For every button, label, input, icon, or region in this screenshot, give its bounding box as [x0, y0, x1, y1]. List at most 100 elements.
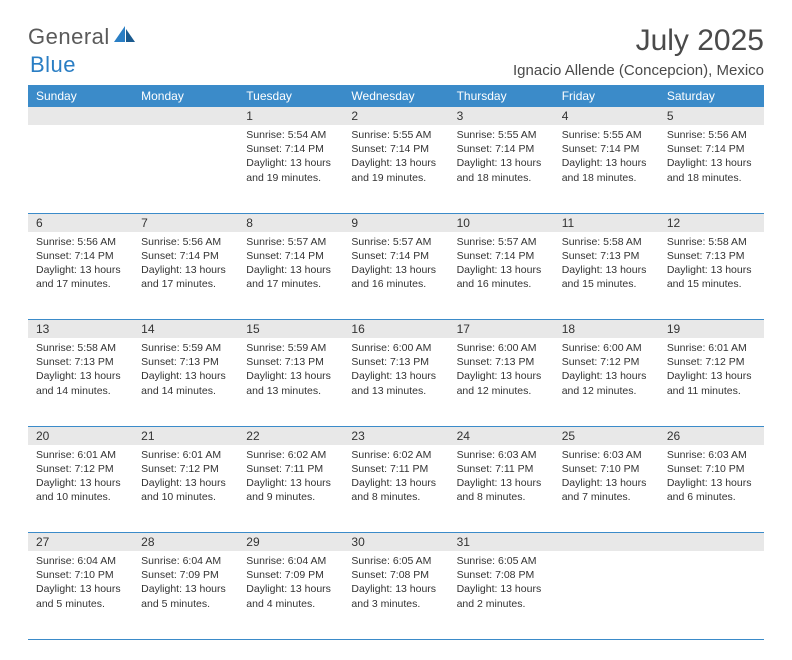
sunset-text: Sunset: 7:11 PM: [351, 462, 440, 476]
day-cell: Sunrise: 5:55 AMSunset: 7:14 PMDaylight:…: [554, 125, 659, 213]
day-number: 22: [246, 429, 259, 443]
logo: General: [28, 24, 138, 50]
sunrise-text: Sunrise: 6:01 AM: [141, 448, 230, 462]
sunset-text: Sunset: 7:12 PM: [562, 355, 651, 369]
sunset-text: Sunset: 7:08 PM: [457, 568, 546, 582]
daylight-text: Daylight: 13 hours and 12 minutes.: [562, 369, 651, 397]
sunrise-text: Sunrise: 5:58 AM: [667, 235, 756, 249]
weekday-header: Sunday: [28, 85, 133, 107]
day-cell: Sunrise: 6:00 AMSunset: 7:13 PMDaylight:…: [449, 338, 554, 426]
day-cell: Sunrise: 6:03 AMSunset: 7:10 PMDaylight:…: [554, 445, 659, 533]
sunset-text: Sunset: 7:13 PM: [351, 355, 440, 369]
day-number-cell: 12: [659, 213, 764, 232]
day-cell: Sunrise: 6:03 AMSunset: 7:11 PMDaylight:…: [449, 445, 554, 533]
day-number: 12: [667, 216, 680, 230]
day-number-cell: 15: [238, 320, 343, 339]
sunset-text: Sunset: 7:11 PM: [246, 462, 335, 476]
sunset-text: Sunset: 7:11 PM: [457, 462, 546, 476]
daylight-text: Daylight: 13 hours and 14 minutes.: [141, 369, 230, 397]
daylight-text: Daylight: 13 hours and 11 minutes.: [667, 369, 756, 397]
sunset-text: Sunset: 7:12 PM: [36, 462, 125, 476]
day-number-cell: 11: [554, 213, 659, 232]
logo-text-general: General: [28, 24, 110, 50]
sunrise-text: Sunrise: 6:00 AM: [562, 341, 651, 355]
sunrise-text: Sunrise: 6:00 AM: [457, 341, 546, 355]
sunrise-text: Sunrise: 5:57 AM: [246, 235, 335, 249]
day-cell: Sunrise: 5:58 AMSunset: 7:13 PMDaylight:…: [659, 232, 764, 320]
daylight-text: Daylight: 13 hours and 19 minutes.: [246, 156, 335, 184]
day-number: 1: [246, 109, 253, 123]
sunrise-text: Sunrise: 5:54 AM: [246, 128, 335, 142]
weekday-header: Monday: [133, 85, 238, 107]
daylight-text: Daylight: 13 hours and 15 minutes.: [667, 263, 756, 291]
sunset-text: Sunset: 7:14 PM: [562, 142, 651, 156]
week-row: Sunrise: 6:01 AM Sunset: 7:12 PM Daylight:…: [28, 445, 764, 533]
daylight-text: Daylight: 13 hours and 13 minutes.: [246, 369, 335, 397]
day-number-cell: [28, 107, 133, 125]
sunset-text: Sunset: 7:14 PM: [457, 142, 546, 156]
weekday-header-row: Sunday Monday Tuesday Wednesday Thursday…: [28, 85, 764, 107]
day-number-cell: 2: [343, 107, 448, 125]
sunrise-text: Sunrise: 5:55 AM: [562, 128, 651, 142]
day-number-row: 13141516171819: [28, 320, 764, 339]
day-number: 30: [351, 535, 364, 549]
day-number-cell: 13: [28, 320, 133, 339]
day-number-cell: 30: [343, 533, 448, 552]
logo-text-blue: Blue: [30, 52, 76, 78]
day-cell: Sunrise: 5:58 AMSunset: 7:13 PMDaylight:…: [554, 232, 659, 320]
day-number: 17: [457, 322, 470, 336]
header: General July 2025 Ignacio Allende (Conce…: [28, 24, 764, 79]
day-number: 14: [141, 322, 154, 336]
day-number-cell: 20: [28, 426, 133, 445]
sunset-text: Sunset: 7:08 PM: [351, 568, 440, 582]
week-row: Sunrise: 5:58 AMSunset: 7:13 PMDaylight:…: [28, 338, 764, 426]
sunset-text: Sunset: 7:13 PM: [562, 249, 651, 263]
day-number-cell: 18: [554, 320, 659, 339]
weekday-header: Tuesday: [238, 85, 343, 107]
day-number: 25: [562, 429, 575, 443]
day-number-cell: 3: [449, 107, 554, 125]
day-number-cell: 24: [449, 426, 554, 445]
logo-sail-icon: [114, 26, 136, 49]
calendar-table: Sunday Monday Tuesday Wednesday Thursday…: [28, 85, 764, 640]
sunset-text: Sunset: 7:14 PM: [246, 249, 335, 263]
day-number-cell: 19: [659, 320, 764, 339]
sunrise-text: Sunrise: 6:03 AM: [457, 448, 546, 462]
day-cell: Sunrise: 5:55 AMSunset: 7:14 PMDaylight:…: [343, 125, 448, 213]
sunset-text: Sunset: 7:13 PM: [246, 355, 335, 369]
daylight-text: Daylight: 13 hours and 17 minutes.: [246, 263, 335, 291]
day-number: 13: [36, 322, 49, 336]
day-cell: Sunrise: 6:05 AMSunset: 7:08 PMDaylight:…: [449, 551, 554, 639]
sunrise-text: Sunrise: 5:55 AM: [457, 128, 546, 142]
sunset-text: Sunset: 7:09 PM: [141, 568, 230, 582]
sunrise-text: Sunrise: 5:56 AM: [667, 128, 756, 142]
sunrise-text: Sunrise: 5:58 AM: [562, 235, 651, 249]
day-cell: Sunrise: 6:04 AMSunset: 7:09 PMDaylight:…: [238, 551, 343, 639]
day-number-cell: 28: [133, 533, 238, 552]
day-number-cell: 4: [554, 107, 659, 125]
daylight-text: Daylight: 13 hours and 19 minutes.: [351, 156, 440, 184]
day-number: 4: [562, 109, 569, 123]
day-number: 27: [36, 535, 49, 549]
day-cell: Sunrise: 6:04 AMSunset: 7:10 PMDaylight:…: [28, 551, 133, 639]
sunset-text: Sunset: 7:13 PM: [457, 355, 546, 369]
sunrise-text: Sunrise: 5:59 AM: [246, 341, 335, 355]
day-cell: Sunrise: 5:55 AMSunset: 7:14 PMDaylight:…: [449, 125, 554, 213]
day-cell: Sunrise: 6:00 AMSunset: 7:13 PMDaylight:…: [343, 338, 448, 426]
daylight-text: Daylight: 13 hours and 8 minutes.: [351, 476, 440, 504]
day-number: 29: [246, 535, 259, 549]
daylight-text: Daylight: 13 hours and 17 minutes.: [141, 263, 230, 291]
sunrise-text: Sunrise: 6:01 AM: [667, 341, 756, 355]
title-block: July 2025 Ignacio Allende (Concepcion), …: [513, 24, 764, 79]
daylight-text: Daylight: 13 hours and 4 minutes.: [246, 582, 335, 610]
day-number-row: 12345: [28, 107, 764, 125]
weekday-header: Thursday: [449, 85, 554, 107]
day-cell: Sunrise: 5:56 AMSunset: 7:14 PMDaylight:…: [659, 125, 764, 213]
sunrise-text: Sunrise: 5:58 AM: [36, 341, 125, 355]
day-cell: Sunrise: 6:02 AMSunset: 7:11 PMDaylight:…: [238, 445, 343, 533]
day-cell: [659, 551, 764, 639]
daylight-text: Daylight: 13 hours and 7 minutes.: [562, 476, 651, 504]
sunset-text: Sunset: 7:14 PM: [246, 142, 335, 156]
sunset-text: Sunset: 7:10 PM: [667, 462, 756, 476]
day-number: 31: [457, 535, 470, 549]
